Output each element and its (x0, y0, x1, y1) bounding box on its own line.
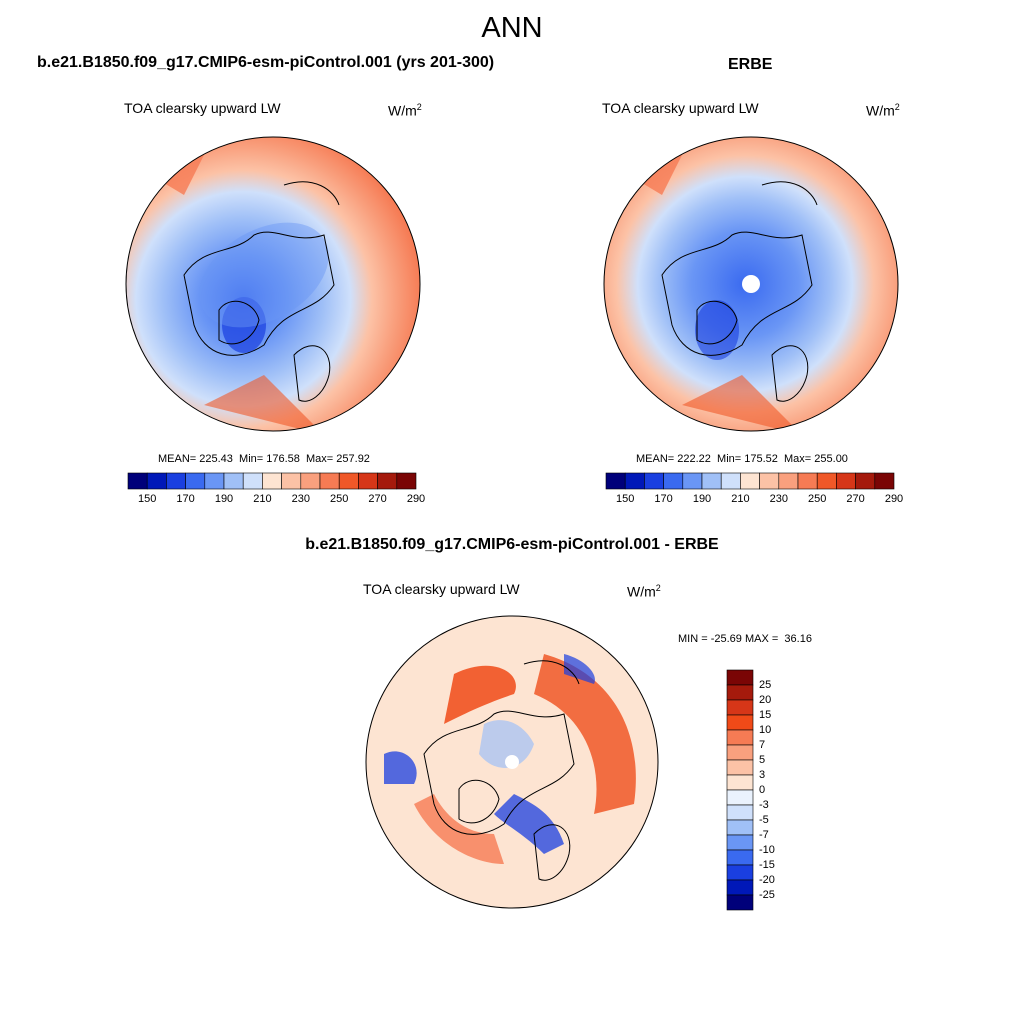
panel-obs-header: ERBE (728, 56, 773, 73)
colorbar-swatch (262, 472, 282, 490)
panel-model-variable: TOA clearsky upward LW (124, 100, 281, 116)
colorbar-tick-label: 210 (253, 493, 272, 505)
colorbar-tick-label: 20 (759, 694, 772, 706)
colorbar-swatch (185, 472, 206, 490)
colorbar-swatch (836, 472, 856, 490)
colorbar-swatch (644, 472, 664, 490)
colorbar-swatch (797, 472, 818, 490)
colorbar-tick-label: 150 (616, 493, 635, 505)
colorbar-tick-label: -15 (759, 859, 775, 871)
colorbar-swatch (204, 472, 225, 490)
colorbar-tick-label: 270 (368, 493, 387, 505)
colorbar-swatch (624, 472, 645, 490)
colorbar-tick-label: 270 (846, 493, 865, 505)
figure-title: ANN (481, 12, 543, 44)
polar-map-model (125, 136, 421, 432)
colorbar-swatch (127, 472, 148, 490)
panel-obs-stats: MEAN= 222.22 Min= 175.52 Max= 255.00 (636, 453, 848, 465)
colorbar-tick-label: 190 (692, 493, 712, 505)
colorbar-swatch (146, 472, 167, 490)
colorbar-tick-label: -20 (759, 874, 775, 886)
colorbar-swatch (358, 472, 378, 490)
colorbar-swatch (319, 472, 340, 490)
colorbar-tick-label: 230 (769, 493, 788, 505)
panel-model-header: b.e21.B1850.f09_g17.CMIP6-esm-piControl.… (37, 54, 495, 71)
colorbar-tick-label: 210 (731, 493, 750, 505)
colorbar-swatch (759, 472, 780, 490)
colorbar-tick-label: 250 (808, 493, 827, 505)
colorbar-tick-label: 25 (759, 679, 772, 691)
colorbar-swatch (396, 472, 417, 490)
colorbar-tick-label: 7 (759, 739, 766, 751)
colorbar-tick-label: 15 (759, 709, 772, 721)
colorbar-swatch (682, 472, 703, 490)
colorbar-obs: 150 170 190 210 230 250 270 290 (605, 472, 903, 505)
colorbar-swatch (166, 472, 186, 490)
colorbar-tick-label: 150 (138, 493, 157, 505)
colorbar-swatch (874, 472, 895, 490)
colorbar-diff: 25 20 15 10 7 5 3 0 -3 -5 -7 -10 -15 -20 -25 (726, 669, 797, 911)
colorbar-tick-label: -25 (759, 889, 775, 901)
colorbar-tick-label: -10 (759, 844, 775, 856)
colorbar-tick-label: 5 (759, 754, 766, 766)
panel-diff-units: W/m2 (627, 583, 661, 600)
panel-diff-stats: MIN = -25.69 MAX = 36.16 (678, 633, 812, 645)
colorbar-swatch (223, 472, 244, 490)
colorbar-swatch (605, 472, 626, 490)
colorbar-model: 150 170 190 210 230 250 270 290 (127, 472, 425, 505)
panel-obs-variable: TOA clearsky upward LW (602, 100, 759, 116)
colorbar-swatch (740, 472, 760, 490)
panel-model-stats: MEAN= 225.43 Min= 176.58 Max= 257.92 (158, 453, 370, 465)
colorbar-swatch (778, 472, 799, 490)
colorbar-swatch (338, 472, 359, 490)
panel-obs-units: W/m2 (866, 102, 900, 119)
polar-map-diff (365, 615, 659, 909)
colorbar-tick-label: 170 (654, 493, 673, 505)
colorbar-tick-label: 230 (291, 493, 310, 505)
colorbar-swatch (242, 472, 263, 490)
colorbar-swatch (300, 472, 321, 490)
colorbar-swatch (701, 472, 722, 490)
colorbar-tick-label: 290 (406, 493, 426, 505)
colorbar-tick-label: -5 (759, 814, 769, 826)
colorbar-tick-label: 190 (214, 493, 234, 505)
colorbar-tick-label: 250 (330, 493, 349, 505)
colorbar-tick-label: -7 (759, 829, 769, 841)
colorbar-tick-label: 3 (759, 769, 766, 781)
colorbar-swatch (816, 472, 837, 490)
colorbar-tick-label: 170 (176, 493, 195, 505)
polar-map-obs (603, 136, 899, 432)
colorbar-swatch (855, 472, 876, 490)
colorbar-tick-label: -3 (759, 799, 769, 811)
colorbar-swatch (726, 894, 754, 911)
colorbar-swatch (281, 472, 302, 490)
colorbar-tick-label: 290 (884, 493, 904, 505)
colorbar-swatch (663, 472, 684, 490)
colorbar-swatch (377, 472, 398, 490)
colorbar-tick-label: 0 (759, 784, 766, 796)
colorbar-tick-label: 10 (759, 724, 772, 736)
panel-diff-variable: TOA clearsky upward LW (363, 581, 520, 597)
panel-model-units: W/m2 (388, 102, 422, 119)
panel-diff-header: b.e21.B1850.f09_g17.CMIP6-esm-piControl.… (305, 536, 719, 553)
colorbar-swatch (720, 472, 741, 490)
